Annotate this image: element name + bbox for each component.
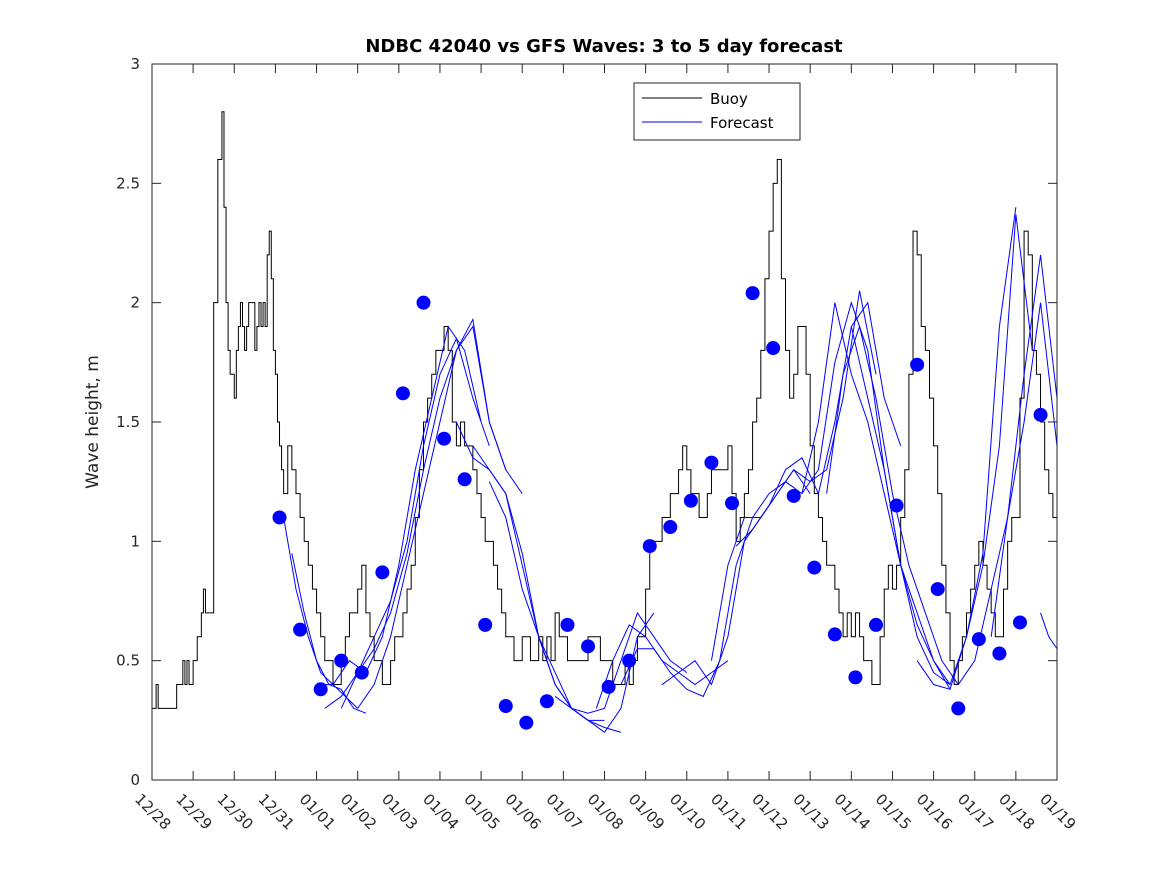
forecast-point [498, 699, 513, 714]
forecast-point [663, 520, 678, 535]
forecast-point [683, 493, 698, 508]
forecast-series-line [801, 302, 951, 690]
forecast-point [971, 632, 986, 647]
forecast-point [1033, 407, 1048, 422]
forecast-point [786, 488, 801, 503]
forecast-point [725, 496, 740, 511]
forecast-series-line [1040, 612, 1057, 650]
legend-forecast-label: Forecast [710, 114, 774, 132]
forecast-series-line [554, 611, 688, 714]
legend-buoy-label: Buoy [710, 90, 748, 108]
forecast-series-line [735, 301, 902, 547]
forecast-point [293, 622, 308, 637]
forecast-point [1012, 615, 1027, 630]
forecast-point [478, 617, 493, 632]
forecast-point [354, 665, 369, 680]
forecast-point [992, 646, 1007, 661]
forecast-point [910, 357, 925, 372]
y-tick-label: 0.5 [116, 652, 140, 670]
forecast-point [745, 286, 760, 301]
forecast-point [539, 694, 554, 709]
y-tick-label: 2 [130, 294, 140, 312]
legend: Buoy Forecast [633, 82, 801, 141]
forecast-series-line [324, 337, 490, 709]
forecast-point [457, 472, 472, 487]
chart-title: NDBC 42040 vs GFS Waves: 3 to 5 day fore… [365, 36, 843, 57]
forecast-point [313, 682, 328, 697]
forecast-series-line [340, 325, 507, 709]
forecast-point [951, 701, 966, 716]
plot-frame [151, 63, 1058, 781]
forecast-point [334, 653, 349, 668]
forecast-series-line [472, 445, 622, 733]
forecast-point [848, 670, 863, 685]
forecast-point [416, 295, 431, 310]
plot-area [152, 64, 1057, 780]
forecast-series-line [916, 214, 1033, 690]
forecast-point [766, 341, 781, 356]
y-axis-title: Wave height, m [83, 355, 103, 489]
y-tick-label: 0 [130, 771, 140, 789]
y-tick-label: 3 [130, 55, 140, 73]
y-tick-label: 1.5 [116, 413, 140, 431]
buoy-series-line [152, 111, 1057, 709]
forecast-point [375, 565, 390, 580]
forecast-point [827, 627, 842, 642]
forecast-series-line [990, 302, 1057, 637]
forecast-point [930, 582, 945, 597]
forecast-point [519, 715, 534, 730]
legend-box [633, 82, 801, 141]
series-layer [152, 111, 1057, 733]
forecast-series-line [850, 207, 1017, 686]
forecast-series-line [316, 325, 482, 686]
forecast-point [581, 639, 596, 654]
forecast-point [437, 431, 452, 446]
forecast-point [807, 560, 822, 575]
forecast-point [704, 455, 719, 470]
y-tick-label: 2.5 [116, 174, 140, 192]
forecast-point [560, 617, 575, 632]
forecast-point [601, 679, 616, 694]
y-tick-label: 1 [130, 532, 140, 550]
forecast-point [272, 510, 287, 525]
forecast-point [642, 539, 657, 554]
forecast-series-line [357, 317, 523, 709]
forecast-point [889, 498, 904, 513]
forecast-point [395, 386, 410, 401]
forecast-series-line [826, 324, 959, 685]
forecast-point [869, 617, 883, 632]
forecast-point [622, 653, 637, 668]
